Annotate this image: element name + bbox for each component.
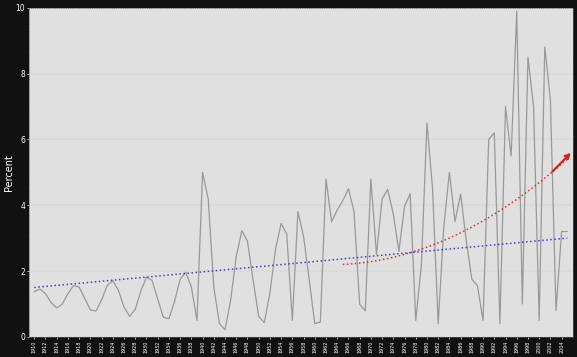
Y-axis label: Percent: Percent [4, 154, 14, 191]
